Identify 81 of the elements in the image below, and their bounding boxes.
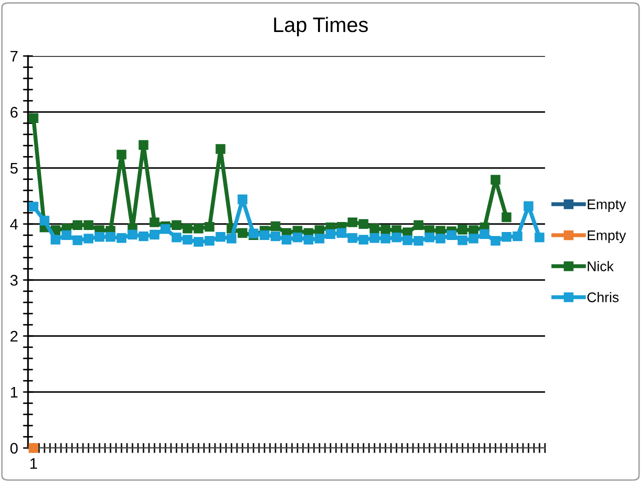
point xyxy=(414,236,424,246)
legend-label: Chris xyxy=(587,292,619,302)
y-tick-label: 1 xyxy=(10,387,18,398)
point xyxy=(380,234,390,244)
point xyxy=(28,202,38,212)
point xyxy=(524,201,534,211)
point xyxy=(194,224,204,234)
point xyxy=(238,194,248,204)
point xyxy=(336,228,346,238)
chart-title: Lap Times xyxy=(274,16,368,36)
point xyxy=(458,224,468,234)
point xyxy=(480,229,490,239)
point xyxy=(172,232,182,242)
point xyxy=(128,230,138,240)
y-tick-label: 0 xyxy=(10,442,18,454)
point xyxy=(458,235,468,246)
y-tick-label: 5 xyxy=(10,163,18,174)
point xyxy=(150,230,160,240)
point xyxy=(446,230,456,240)
point xyxy=(370,224,380,234)
y-tick-label: 4 xyxy=(10,219,18,230)
legend-label: Empty xyxy=(588,200,626,212)
point xyxy=(182,224,192,234)
point xyxy=(204,236,214,246)
point xyxy=(160,224,170,234)
legend-label: Empty xyxy=(588,230,626,243)
point xyxy=(194,237,204,247)
point xyxy=(326,229,336,239)
point xyxy=(138,140,148,150)
y-tick-label: 2 xyxy=(10,330,18,342)
point xyxy=(216,144,226,154)
y-tick-label: 3 xyxy=(10,274,18,286)
point xyxy=(116,233,126,243)
point xyxy=(50,234,60,245)
point xyxy=(270,221,280,232)
point xyxy=(138,231,148,242)
point xyxy=(84,234,94,244)
point xyxy=(512,231,522,242)
y-tick-label: 7 xyxy=(10,51,18,62)
point xyxy=(204,222,214,232)
point xyxy=(490,236,500,246)
point xyxy=(150,217,160,228)
point xyxy=(28,113,38,124)
point xyxy=(72,235,82,246)
point xyxy=(260,230,270,240)
point xyxy=(348,233,358,243)
point xyxy=(314,234,324,244)
point xyxy=(270,231,280,242)
y-tick-label: 6 xyxy=(10,106,18,118)
point xyxy=(172,220,182,230)
point xyxy=(358,219,368,229)
point xyxy=(84,220,94,230)
point xyxy=(304,234,314,245)
point xyxy=(182,234,192,245)
point xyxy=(282,234,292,245)
point xyxy=(72,220,82,230)
point xyxy=(424,232,434,242)
point xyxy=(28,443,38,453)
point xyxy=(94,232,104,242)
point xyxy=(348,217,358,228)
point xyxy=(534,232,544,242)
point xyxy=(392,232,402,242)
point xyxy=(238,228,248,238)
point xyxy=(216,232,226,242)
point xyxy=(116,150,126,160)
point xyxy=(468,234,478,244)
point xyxy=(226,234,236,244)
point xyxy=(402,235,412,246)
point xyxy=(292,232,302,242)
point xyxy=(106,232,116,242)
point xyxy=(436,234,446,244)
point xyxy=(414,220,424,230)
point xyxy=(40,216,50,226)
point xyxy=(62,230,72,240)
point xyxy=(490,174,500,185)
point xyxy=(502,232,512,242)
point xyxy=(370,233,380,243)
point xyxy=(502,212,512,222)
point xyxy=(380,224,390,234)
point xyxy=(358,234,368,245)
legend-label: Nick xyxy=(588,261,614,272)
